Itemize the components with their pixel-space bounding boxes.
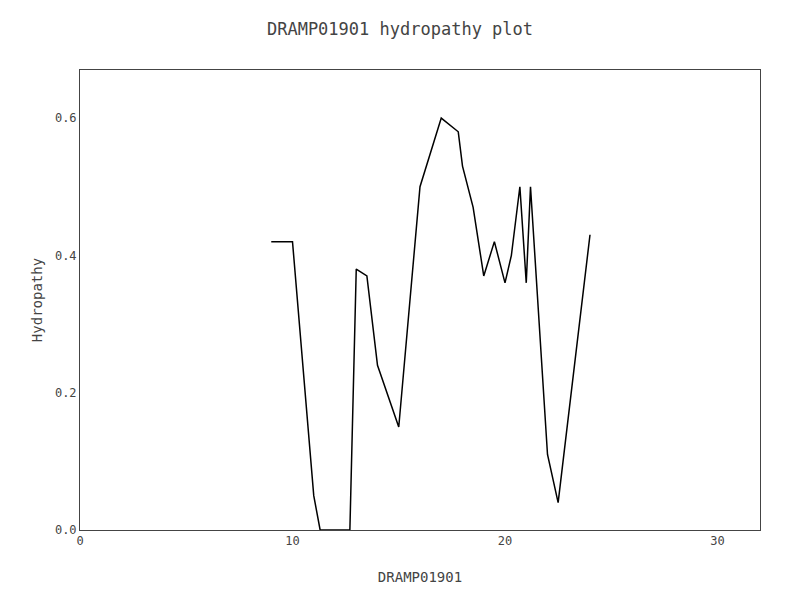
svg-text:0.2: 0.2 [55,386,77,400]
svg-text:DRAMP01901: DRAMP01901 [378,569,462,585]
svg-text:0.0: 0.0 [55,523,77,537]
svg-text:10: 10 [285,534,299,548]
svg-text:DRAMP01901 hydropathy plot: DRAMP01901 hydropathy plot [267,19,533,39]
svg-text:20: 20 [498,534,512,548]
svg-text:30: 30 [710,534,724,548]
svg-text:0: 0 [76,534,83,548]
svg-text:0.6: 0.6 [55,111,77,125]
svg-text:0.4: 0.4 [55,249,77,263]
svg-text:Hydropathy: Hydropathy [29,258,45,342]
